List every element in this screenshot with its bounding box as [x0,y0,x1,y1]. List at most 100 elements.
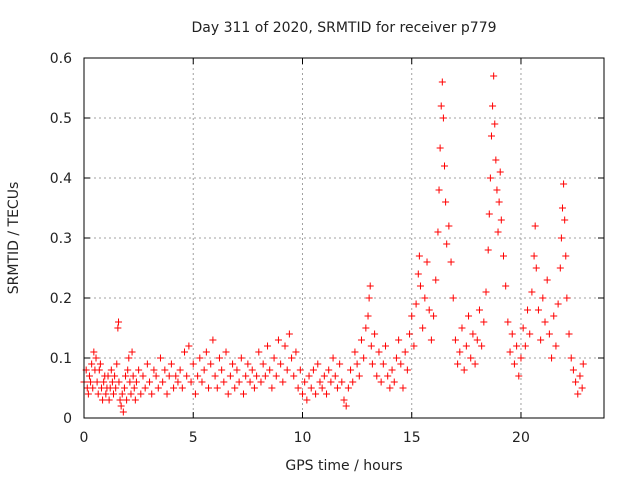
data-point [178,384,186,392]
data-point [445,222,453,230]
data-point [119,408,127,416]
data-point [556,264,564,272]
data-point [377,378,385,386]
data-point [508,330,516,338]
data-point [159,378,167,386]
data-point [143,360,151,368]
data-point [90,348,98,356]
data-point [189,360,197,368]
data-point [301,378,309,386]
data-point [100,378,108,386]
data-point [327,378,335,386]
x-tick-label: 15 [403,430,421,446]
data-point [480,318,488,326]
data-point [492,156,500,164]
data-point [567,354,575,362]
data-point [127,390,135,398]
data-point [205,384,213,392]
data-point [113,360,121,368]
data-point [406,330,414,338]
data-point [465,312,473,320]
data-point [298,390,306,398]
data-point [209,336,217,344]
data-point [187,378,195,386]
data-point [292,348,300,356]
data-point [196,354,204,362]
data-point [318,384,326,392]
axis-ticks [83,57,604,419]
data-point [340,396,348,404]
data-point [504,318,512,326]
data-point [130,384,138,392]
data-point [331,372,339,380]
data-point [250,384,258,392]
data-point [563,294,571,302]
data-point [200,366,208,374]
y-tick-label: 0.2 [50,291,72,307]
data-point [253,372,261,380]
data-point [266,366,274,374]
data-point [395,336,403,344]
data-point [456,348,464,356]
data-point [307,384,315,392]
data-point [244,360,252,368]
data-point [368,360,376,368]
data-point [94,390,102,398]
data-point [122,372,130,380]
data-point [349,378,357,386]
data-point [386,384,394,392]
data-point [574,390,582,398]
data-point [499,252,507,260]
data-point [305,372,313,380]
data-point [576,372,584,380]
data-point [506,348,514,356]
data-point [259,360,267,368]
data-point [139,372,147,380]
data-point [412,300,420,308]
data-point [521,342,529,350]
x-tick-label: 0 [80,430,89,446]
data-point [388,366,396,374]
y-tick-label: 0 [63,411,72,427]
data-point [454,360,462,368]
data-point [552,342,560,350]
data-point [165,372,173,380]
data-point [242,372,250,380]
data-point [437,102,445,110]
data-point [115,318,123,326]
data-point [365,294,373,302]
data-point [548,354,556,362]
x-axis-label: GPS time / hours [285,458,402,474]
data-point [336,360,344,368]
chart-title: Day 311 of 2020, SRMTID for receiver p77… [191,20,496,36]
data-point [419,324,427,332]
data-point [102,390,110,398]
data-point [562,252,570,260]
data-point [107,366,115,374]
data-point [415,252,423,260]
data-point [285,330,293,338]
data-point [279,378,287,386]
data-point [95,366,103,374]
data-point [137,390,145,398]
data-point [364,312,372,320]
data-point [84,390,92,398]
y-tick-label: 0.6 [50,51,72,67]
data-point [373,372,381,380]
data-point [92,354,100,362]
data-point [224,390,232,398]
data-point [154,384,162,392]
data-point [375,348,383,356]
data-point [191,390,199,398]
data-point [172,372,180,380]
data-point [401,348,409,356]
data-point [109,390,117,398]
data-point [161,366,169,374]
data-point [89,384,97,392]
data-point [392,354,400,362]
data-point [487,132,495,140]
data-point [558,204,566,212]
data-point [382,342,390,350]
data-point [333,384,341,392]
